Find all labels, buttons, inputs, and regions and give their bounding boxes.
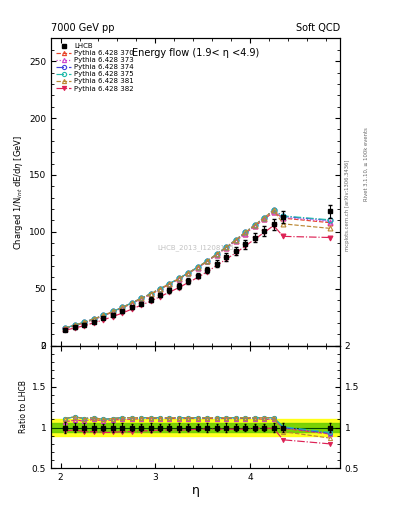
Text: mcplots.cern.ch [arXiv:1306.3436]: mcplots.cern.ch [arXiv:1306.3436] — [345, 159, 350, 250]
Y-axis label: Charged 1/N$_{int}$ dE/d$\eta$ [GeV]: Charged 1/N$_{int}$ dE/d$\eta$ [GeV] — [12, 135, 25, 249]
Text: Energy flow (1.9< η <4.9): Energy flow (1.9< η <4.9) — [132, 48, 259, 58]
X-axis label: η: η — [191, 484, 200, 497]
Text: Soft QCD: Soft QCD — [296, 23, 340, 33]
Text: Rivet 3.1.10, ≥ 100k events: Rivet 3.1.10, ≥ 100k events — [364, 127, 369, 201]
Text: LHCB_2013_I1208105: LHCB_2013_I1208105 — [157, 244, 234, 251]
Bar — [51, 419, 340, 436]
Text: 7000 GeV pp: 7000 GeV pp — [51, 23, 115, 33]
Bar — [51, 423, 340, 432]
Legend: LHCB, Pythia 6.428 370, Pythia 6.428 373, Pythia 6.428 374, Pythia 6.428 375, Py: LHCB, Pythia 6.428 370, Pythia 6.428 373… — [55, 42, 135, 93]
Y-axis label: Ratio to LHCB: Ratio to LHCB — [19, 380, 28, 434]
